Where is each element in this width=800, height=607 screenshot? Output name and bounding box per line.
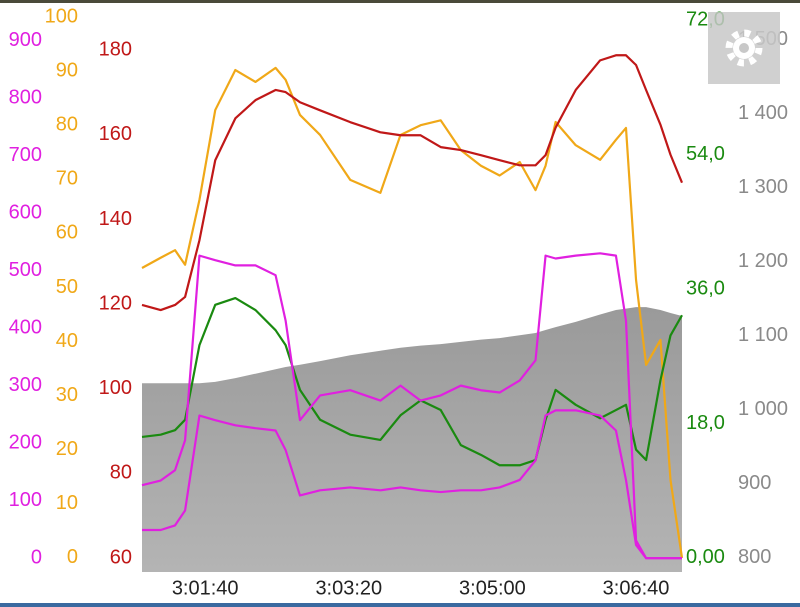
y-tick-label: 500 xyxy=(9,259,42,281)
x-tick-label: 3:01:40 xyxy=(172,577,239,599)
y-tick-label: 400 xyxy=(9,316,42,338)
y-tick-label: 300 xyxy=(9,374,42,396)
y-tick-label: 90 xyxy=(56,59,78,81)
y-tick-label: 800 xyxy=(738,546,771,568)
y-tick-label: 0 xyxy=(67,546,78,568)
series-line xyxy=(141,66,684,559)
y-tick-label: 60 xyxy=(56,222,78,244)
series-line xyxy=(141,296,683,467)
y-tick-label: 80 xyxy=(110,462,132,484)
bottom-strip xyxy=(0,603,800,607)
y-tick-label: 1 400 xyxy=(738,102,788,124)
y-tick-label: 600 xyxy=(9,201,42,223)
y-tick-label: 60 xyxy=(110,546,132,568)
x-tick-label: 3:03:20 xyxy=(315,577,382,599)
y-tick-label: 10 xyxy=(56,492,78,514)
top-strip xyxy=(0,0,800,3)
y-tick-label: 180 xyxy=(99,38,132,60)
y-tick-label: 800 xyxy=(9,86,42,108)
y-tick-label: 54,0 xyxy=(686,143,725,165)
series-line xyxy=(141,252,682,560)
y-tick-label: 1 300 xyxy=(738,176,788,198)
y-tick-label: 70 xyxy=(56,168,78,190)
y-tick-label: 900 xyxy=(738,472,771,494)
y-tick-label: 140 xyxy=(99,208,132,230)
y-tick-label: 30 xyxy=(56,384,78,406)
y-tick-label: 200 xyxy=(9,431,42,453)
y-tick-label: 1 100 xyxy=(738,324,788,346)
y-tick-label: 900 xyxy=(9,29,42,51)
x-tick-label: 3:06:40 xyxy=(603,577,670,599)
x-tick-label: 3:05:00 xyxy=(459,577,526,599)
y-tick-label: 100 xyxy=(9,489,42,511)
y-tick-label: 1 200 xyxy=(738,250,788,272)
y-tick-label: 0 xyxy=(31,546,42,568)
y-tick-label: 50 xyxy=(56,276,78,298)
series-line xyxy=(142,409,682,560)
y-tick-label: 700 xyxy=(9,144,42,166)
y-tick-label: 80 xyxy=(56,113,78,135)
elevation-area xyxy=(142,307,682,572)
gear-hole xyxy=(739,43,749,53)
y-tick-label: 40 xyxy=(56,330,78,352)
settings-button[interactable] xyxy=(708,12,780,84)
y-tick-label: 1 000 xyxy=(738,398,788,420)
series-line xyxy=(141,54,684,312)
y-tick-label: 100 xyxy=(99,377,132,399)
y-tick-label: 20 xyxy=(56,438,78,460)
y-tick-label: 160 xyxy=(99,123,132,145)
y-tick-label: 0,00 xyxy=(686,546,725,568)
y-tick-label: 100 xyxy=(45,5,78,27)
y-tick-label: 18,0 xyxy=(686,412,725,434)
gear-teeth xyxy=(725,29,763,67)
y-tick-label: 36,0 xyxy=(686,277,725,299)
y-tick-label: 120 xyxy=(99,292,132,314)
